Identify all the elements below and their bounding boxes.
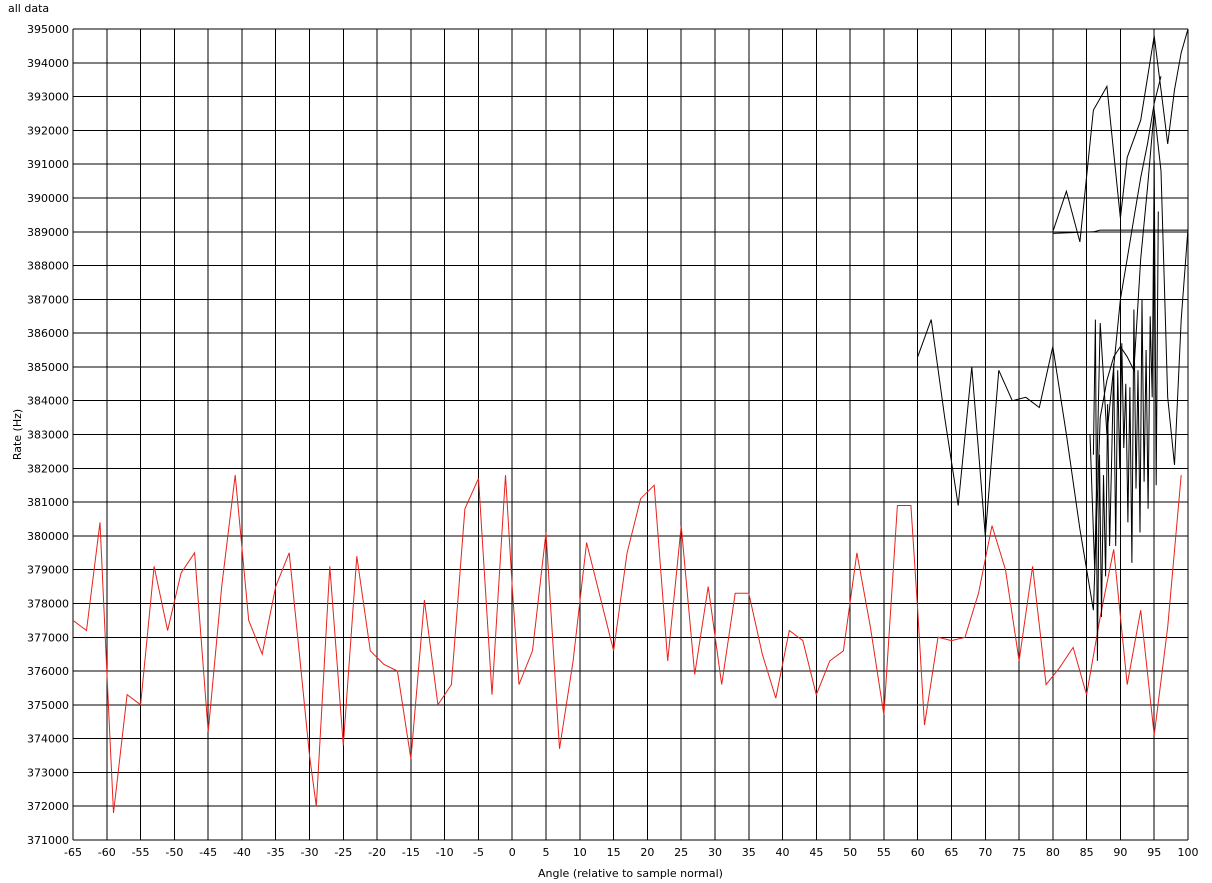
x-tick-label: 10	[573, 846, 587, 859]
x-tick-label: -40	[233, 846, 251, 859]
x-tick-label: 100	[1178, 846, 1199, 859]
x-tick-label: -15	[402, 846, 420, 859]
x-tick-label: -65	[64, 846, 82, 859]
x-tick-label: 70	[978, 846, 992, 859]
x-tick-label: -25	[334, 846, 352, 859]
x-tick-label: 0	[509, 846, 516, 859]
x-tick-label: 80	[1046, 846, 1060, 859]
chart-title: all data	[8, 2, 50, 15]
y-tick-label: 388000	[27, 260, 69, 273]
x-tick-label: 50	[843, 846, 857, 859]
y-tick-label: 382000	[27, 462, 69, 475]
y-tick-label: 390000	[27, 192, 69, 205]
y-tick-label: 386000	[27, 327, 69, 340]
y-tick-label: 381000	[27, 496, 69, 509]
grid	[72, 28, 1189, 841]
y-tick-label: 392000	[27, 124, 69, 137]
x-tick-label: 90	[1113, 846, 1127, 859]
series-lines	[72, 28, 1189, 814]
x-tick-label: 95	[1147, 846, 1161, 859]
y-tick-label: 371000	[27, 834, 69, 847]
x-tick-label: 55	[877, 846, 891, 859]
y-tick-label: 383000	[27, 429, 69, 442]
y-tick-label: 380000	[27, 530, 69, 543]
x-tick-label: 85	[1080, 846, 1094, 859]
x-tick-label: 60	[911, 846, 925, 859]
y-tick-label: 395000	[27, 23, 69, 36]
x-tick-label: 25	[674, 846, 688, 859]
y-tick-label: 393000	[27, 91, 69, 104]
x-tick-label: -35	[267, 846, 285, 859]
x-tick-label: 5	[543, 846, 550, 859]
x-tick-label: -20	[368, 846, 386, 859]
x-tick-label: -60	[98, 846, 116, 859]
series-line-3	[1052, 229, 1188, 234]
x-tick-label: 65	[944, 846, 958, 859]
x-tick-label: -10	[436, 846, 454, 859]
y-axis-label: Rate (Hz)	[11, 409, 24, 460]
series-line-2	[1052, 28, 1189, 243]
y-tick-label: 378000	[27, 597, 69, 610]
x-tick-labels: -65 -60 -55 -50 -45 -40 -35 -30 -25 -20 -15 -10 -5 0 5…	[64, 846, 1198, 859]
y-tick-label: 394000	[27, 57, 69, 70]
x-tick-label: -55	[132, 846, 150, 859]
x-tick-label: -50	[165, 846, 183, 859]
y-tick-label: 377000	[27, 631, 69, 644]
y-tick-label: 384000	[27, 395, 69, 408]
x-tick-label: 20	[640, 846, 654, 859]
y-tick-label: 389000	[27, 226, 69, 239]
y-tick-label: 387000	[27, 293, 69, 306]
x-axis-label: Angle (relative to sample normal)	[538, 867, 723, 880]
y-tick-label: 375000	[27, 699, 69, 712]
x-tick-label: 30	[708, 846, 722, 859]
series-line-0	[72, 475, 1182, 814]
y-tick-label: 373000	[27, 766, 69, 779]
x-tick-label: 40	[776, 846, 790, 859]
x-tick-label: -30	[301, 846, 319, 859]
y-tick-label: 379000	[27, 564, 69, 577]
y-tick-label: 385000	[27, 361, 69, 374]
x-tick-label: -5	[473, 846, 484, 859]
x-tick-label: 15	[607, 846, 621, 859]
x-tick-label: 45	[809, 846, 823, 859]
series-line-5	[1089, 76, 1162, 570]
x-tick-label: -45	[199, 846, 217, 859]
y-tick-labels: 371000 372000 373000 374000 375000 376000 3770…	[27, 23, 69, 847]
x-tick-label: 75	[1012, 846, 1026, 859]
y-tick-label: 391000	[27, 158, 69, 171]
y-tick-label: 372000	[27, 800, 69, 813]
series-line-4	[1092, 160, 1159, 661]
y-tick-label: 376000	[27, 665, 69, 678]
y-tick-label: 374000	[27, 733, 69, 746]
x-tick-label: 35	[742, 846, 756, 859]
